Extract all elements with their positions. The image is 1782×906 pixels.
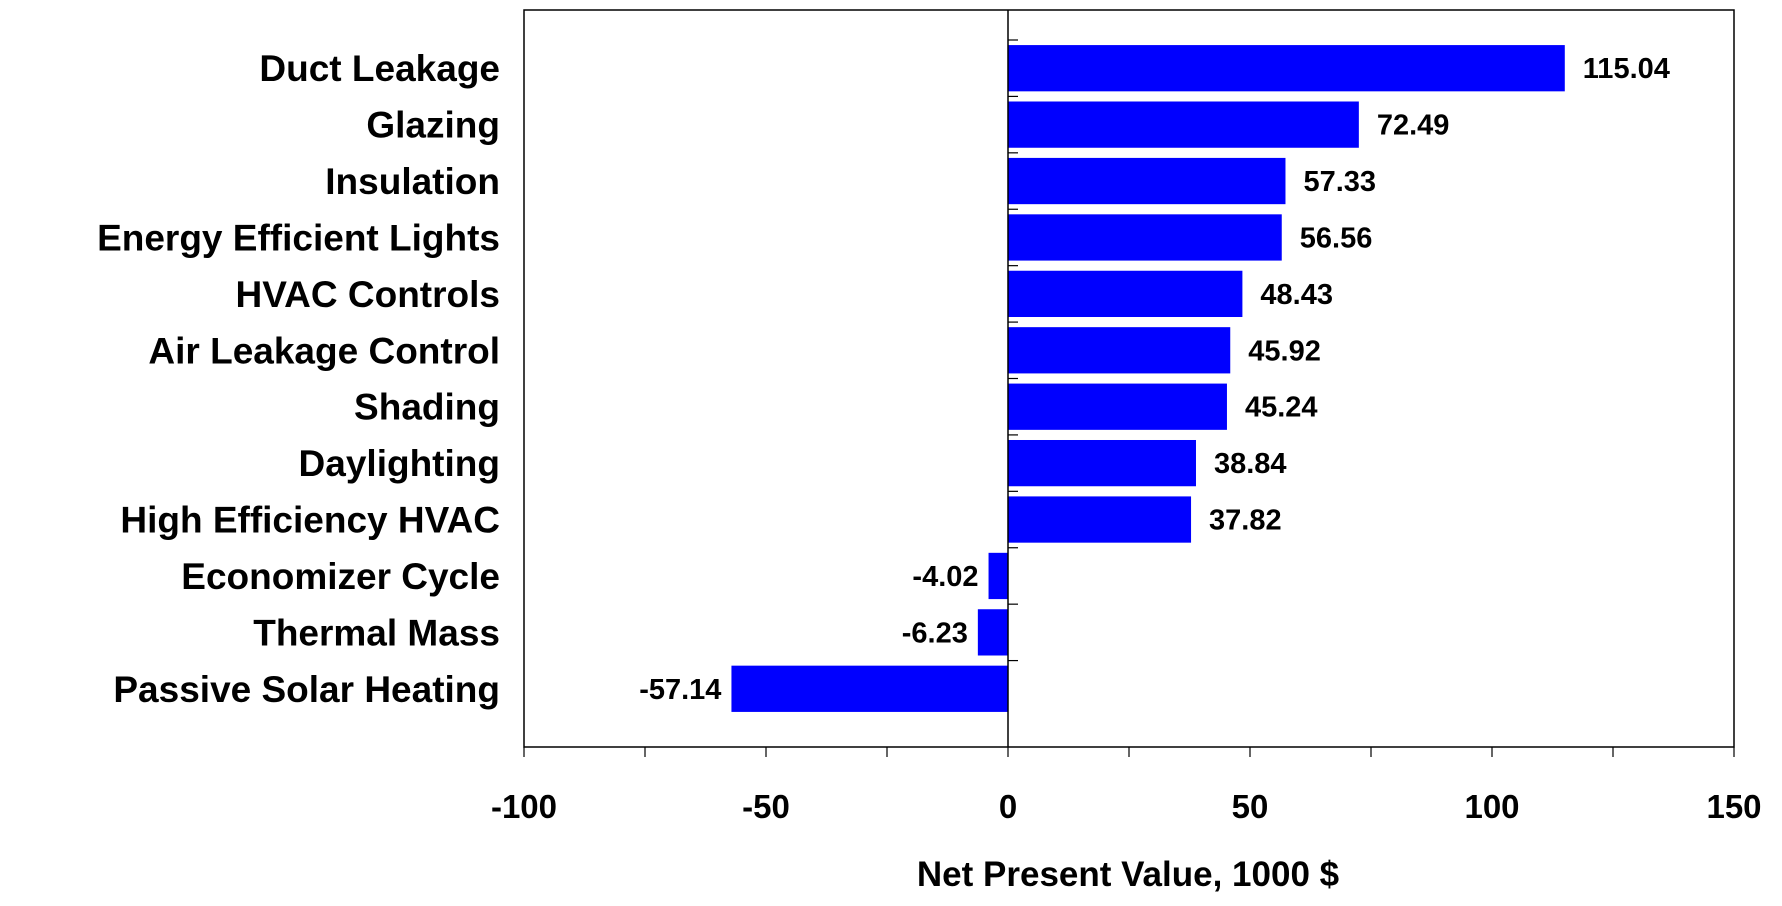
value-label: 72.49 bbox=[1377, 110, 1450, 142]
bar bbox=[1008, 214, 1282, 261]
bar bbox=[1008, 270, 1243, 318]
category-label: Economizer Cycle bbox=[181, 556, 500, 597]
value-label: -57.14 bbox=[639, 674, 721, 706]
value-label: 57.33 bbox=[1303, 166, 1376, 198]
labels-layer: Duct Leakage 115.04 Glazing 72.49 Insulation… bbox=[97, 48, 1670, 710]
bar bbox=[1008, 383, 1227, 430]
bar bbox=[1008, 496, 1192, 543]
category-label: Passive Solar Heating bbox=[113, 669, 500, 710]
x-tick-label: 50 bbox=[1232, 788, 1269, 825]
category-label: Air Leakage Control bbox=[148, 330, 500, 371]
value-label: 45.24 bbox=[1245, 392, 1318, 424]
bar bbox=[1008, 45, 1565, 92]
value-label: -6.23 bbox=[902, 617, 968, 649]
x-tick-label: 100 bbox=[1464, 788, 1519, 825]
category-label: Duct Leakage bbox=[259, 48, 500, 89]
value-label: 56.56 bbox=[1300, 222, 1373, 254]
category-label: Glazing bbox=[366, 105, 500, 146]
x-tick-label: -50 bbox=[742, 788, 790, 825]
bar bbox=[1008, 327, 1231, 374]
value-label: 48.43 bbox=[1260, 279, 1333, 311]
category-label: Shading bbox=[354, 387, 500, 428]
bars-layer bbox=[731, 45, 1565, 712]
category-label: High Efficiency HVAC bbox=[120, 500, 500, 541]
bar bbox=[1008, 101, 1359, 148]
x-tick-label: 0 bbox=[999, 788, 1017, 825]
value-label: 38.84 bbox=[1214, 448, 1287, 480]
category-label: HVAC Controls bbox=[236, 274, 500, 315]
bar bbox=[731, 665, 1008, 712]
category-label: Daylighting bbox=[299, 443, 500, 484]
bar bbox=[1008, 157, 1286, 205]
category-label: Thermal Mass bbox=[253, 612, 500, 653]
category-label: Energy Efficient Lights bbox=[97, 217, 500, 258]
value-label: 115.04 bbox=[1583, 53, 1670, 85]
bar bbox=[977, 609, 1008, 656]
bar bbox=[1008, 439, 1196, 487]
x-tick-label: 150 bbox=[1706, 788, 1761, 825]
axis-layer: -100 -50 0 50 100 150 bbox=[491, 10, 1762, 825]
x-axis-title: Net Present Value, 1000 $ bbox=[917, 855, 1339, 894]
category-label: Insulation bbox=[325, 161, 500, 202]
value-label: 37.82 bbox=[1209, 505, 1282, 537]
value-label: 45.92 bbox=[1248, 335, 1321, 367]
x-tick-label: -100 bbox=[491, 788, 557, 825]
bar bbox=[988, 552, 1008, 600]
value-label: -4.02 bbox=[912, 561, 978, 593]
